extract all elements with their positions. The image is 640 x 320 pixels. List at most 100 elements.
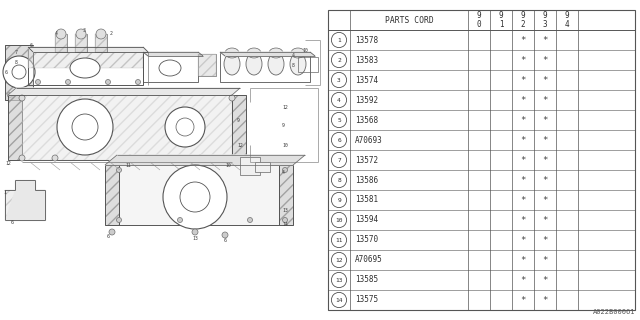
Polygon shape: [5, 180, 45, 220]
Circle shape: [192, 229, 198, 235]
Text: 13: 13: [192, 236, 198, 241]
Circle shape: [136, 79, 141, 84]
Circle shape: [282, 167, 287, 172]
Text: *: *: [542, 196, 548, 204]
Circle shape: [116, 167, 122, 172]
Text: *: *: [520, 295, 525, 305]
Text: 10: 10: [302, 47, 308, 52]
Text: 13581: 13581: [355, 196, 378, 204]
Circle shape: [12, 212, 18, 218]
Circle shape: [3, 56, 35, 88]
Text: *: *: [520, 255, 525, 265]
Bar: [232, 95, 246, 160]
Text: 10: 10: [335, 218, 343, 222]
Ellipse shape: [247, 48, 261, 58]
Polygon shape: [8, 88, 240, 95]
Text: 4: 4: [292, 52, 295, 58]
Text: 6: 6: [11, 220, 13, 226]
Bar: [220, 52, 310, 82]
Circle shape: [176, 118, 194, 136]
Bar: [28, 48, 143, 68]
Bar: [279, 165, 293, 225]
Text: 11: 11: [125, 163, 131, 167]
Circle shape: [180, 182, 210, 212]
Text: 9: 9: [282, 123, 285, 127]
Text: 12: 12: [335, 258, 343, 262]
Circle shape: [282, 218, 287, 222]
Circle shape: [332, 52, 347, 68]
Text: A70693: A70693: [355, 135, 383, 145]
Text: *: *: [520, 95, 525, 105]
Circle shape: [197, 155, 203, 161]
Text: *: *: [520, 175, 525, 185]
Text: *: *: [520, 116, 525, 124]
Text: 9
2: 9 2: [521, 11, 525, 29]
Text: 10: 10: [225, 163, 231, 167]
Text: 9
3: 9 3: [543, 11, 547, 29]
Polygon shape: [105, 155, 305, 165]
Circle shape: [76, 29, 86, 39]
Text: A022B00061: A022B00061: [593, 309, 635, 315]
Bar: [105, 165, 119, 225]
Text: 14: 14: [335, 298, 343, 302]
Text: *: *: [542, 236, 548, 244]
Text: 13572: 13572: [355, 156, 378, 164]
Bar: [22, 95, 232, 160]
Text: 4: 4: [282, 170, 285, 174]
Ellipse shape: [224, 53, 240, 75]
Text: 10: 10: [282, 142, 288, 148]
Polygon shape: [28, 47, 148, 52]
Text: 9
1: 9 1: [499, 11, 503, 29]
Circle shape: [19, 95, 25, 101]
Text: *: *: [520, 215, 525, 225]
Text: 1: 1: [3, 189, 6, 195]
Text: *: *: [542, 116, 548, 124]
Text: *: *: [542, 135, 548, 145]
Text: *: *: [520, 55, 525, 65]
Text: 2: 2: [337, 58, 341, 62]
Text: 13575: 13575: [355, 295, 378, 305]
Text: 13570: 13570: [355, 236, 378, 244]
Circle shape: [332, 152, 347, 168]
Circle shape: [332, 32, 347, 48]
Bar: [105, 165, 119, 225]
Text: *: *: [520, 236, 525, 244]
Circle shape: [12, 65, 26, 79]
Text: 13568: 13568: [355, 116, 378, 124]
Text: *: *: [542, 156, 548, 164]
Circle shape: [332, 72, 347, 88]
Text: 4: 4: [337, 98, 341, 102]
Text: *: *: [520, 36, 525, 44]
Text: 13578: 13578: [355, 36, 378, 44]
Bar: [232, 95, 246, 160]
Text: 14: 14: [282, 222, 288, 228]
Text: *: *: [542, 76, 548, 84]
Text: 8: 8: [292, 62, 295, 68]
Circle shape: [96, 29, 106, 39]
Text: *: *: [520, 76, 525, 84]
Ellipse shape: [159, 60, 181, 76]
Text: 9: 9: [337, 197, 341, 203]
Bar: [5, 45, 33, 100]
Text: *: *: [542, 215, 548, 225]
Ellipse shape: [290, 53, 306, 75]
Text: *: *: [542, 276, 548, 284]
Polygon shape: [143, 52, 203, 56]
Text: 4: 4: [55, 30, 58, 36]
Text: 12: 12: [5, 161, 11, 165]
Text: *: *: [542, 295, 548, 305]
Text: *: *: [542, 175, 548, 185]
Ellipse shape: [70, 58, 100, 78]
Bar: [75, 34, 87, 52]
Bar: [55, 34, 67, 52]
Text: *: *: [520, 135, 525, 145]
Text: 3: 3: [83, 28, 86, 33]
Text: 6: 6: [223, 238, 227, 244]
Bar: [95, 34, 107, 52]
Circle shape: [109, 229, 115, 235]
Text: *: *: [520, 276, 525, 284]
Circle shape: [222, 232, 228, 238]
Text: A70695: A70695: [355, 255, 383, 265]
Text: 2: 2: [110, 30, 113, 36]
Circle shape: [332, 212, 347, 228]
